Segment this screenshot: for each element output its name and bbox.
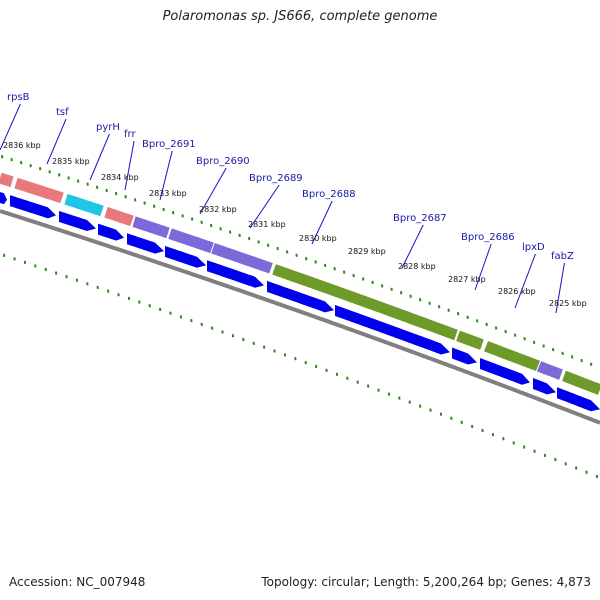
leader-line [89, 133, 110, 181]
cds-arrow [557, 387, 600, 412]
cds-arrow [98, 223, 124, 241]
leader-line [124, 140, 135, 191]
kbp-label: 2826 kbp [498, 287, 536, 296]
kbp-label: 2831 kbp [248, 220, 286, 229]
category-band [456, 330, 484, 350]
kbp-label: 2830 kbp [299, 234, 337, 243]
category-band [272, 264, 458, 341]
category-band [0, 172, 14, 188]
gene-label: pyrH [96, 122, 120, 133]
kbp-label: 2836 kbp [3, 141, 41, 150]
kbp-label: 2827 kbp [448, 275, 486, 284]
category-band [64, 193, 104, 217]
leader-line [401, 224, 424, 269]
outer-tick-track [1, 155, 593, 366]
backbone-line [0, 209, 600, 425]
gene-label: rpsB [7, 92, 30, 103]
cds-arrow-track [0, 192, 600, 412]
cds-arrow [452, 347, 477, 365]
category-band [483, 341, 541, 372]
leader-line [249, 184, 280, 229]
leader-line [0, 103, 21, 151]
inner-tick-track [3, 253, 599, 479]
kbp-labels: 2836 kbp 2835 kbp 2834 kbp 2833 kbp 2832 kbp… [3, 141, 587, 308]
category-band [211, 243, 273, 274]
gene-label: Bpro_2686 [461, 232, 515, 243]
leader-line [555, 262, 565, 314]
kbp-label: 2825 kbp [549, 299, 587, 308]
category-band [132, 216, 170, 239]
gene-label: Bpro_2687 [393, 213, 447, 224]
backbone [0, 209, 600, 425]
kbp-label: 2834 kbp [101, 173, 139, 182]
gene-label: Bpro_2691 [142, 139, 196, 150]
label-leader-lines [0, 103, 565, 314]
category-band [536, 361, 563, 380]
kbp-label: 2828 kbp [398, 262, 436, 271]
cds-arrow [59, 210, 96, 231]
kbp-label: 2829 kbp [348, 247, 386, 256]
gene-label: fabZ [551, 251, 574, 262]
category-band [562, 370, 600, 395]
cds-arrow [480, 358, 530, 385]
accession-label: Accession: NC_007948 [9, 575, 146, 589]
kbp-label: 2832 kbp [199, 205, 237, 214]
cds-arrow [267, 280, 334, 313]
cds-arrow [335, 304, 450, 355]
leader-line [474, 243, 492, 291]
leader-line [514, 253, 536, 309]
cds-arrow [10, 195, 56, 219]
gene-label: frr [124, 129, 136, 140]
cds-arrow [533, 378, 556, 395]
category-band-track [0, 172, 600, 395]
leader-line [46, 118, 67, 165]
cds-arrow [127, 233, 164, 254]
cds-arrow [165, 245, 206, 268]
category-band [14, 177, 64, 204]
leader-line [159, 150, 173, 201]
gene-label: tsf [56, 107, 69, 118]
cds-arrow [207, 260, 264, 288]
leader-line [199, 167, 227, 215]
gene-label: Bpro_2688 [302, 189, 356, 200]
kbp-label: 2835 kbp [52, 157, 90, 166]
category-band [104, 207, 134, 227]
map-title: Polaromonas sp. JS666, complete genome [162, 9, 438, 24]
genome-summary-label: Topology: circular; Length: 5,200,264 bp… [261, 575, 591, 589]
gene-label: lpxD [522, 242, 545, 253]
leader-line [311, 200, 333, 245]
gene-label: Bpro_2690 [196, 156, 250, 167]
category-band [168, 228, 214, 254]
gene-label: Bpro_2689 [249, 173, 303, 184]
cds-arrow [0, 192, 7, 205]
kbp-label: 2833 kbp [149, 189, 187, 198]
